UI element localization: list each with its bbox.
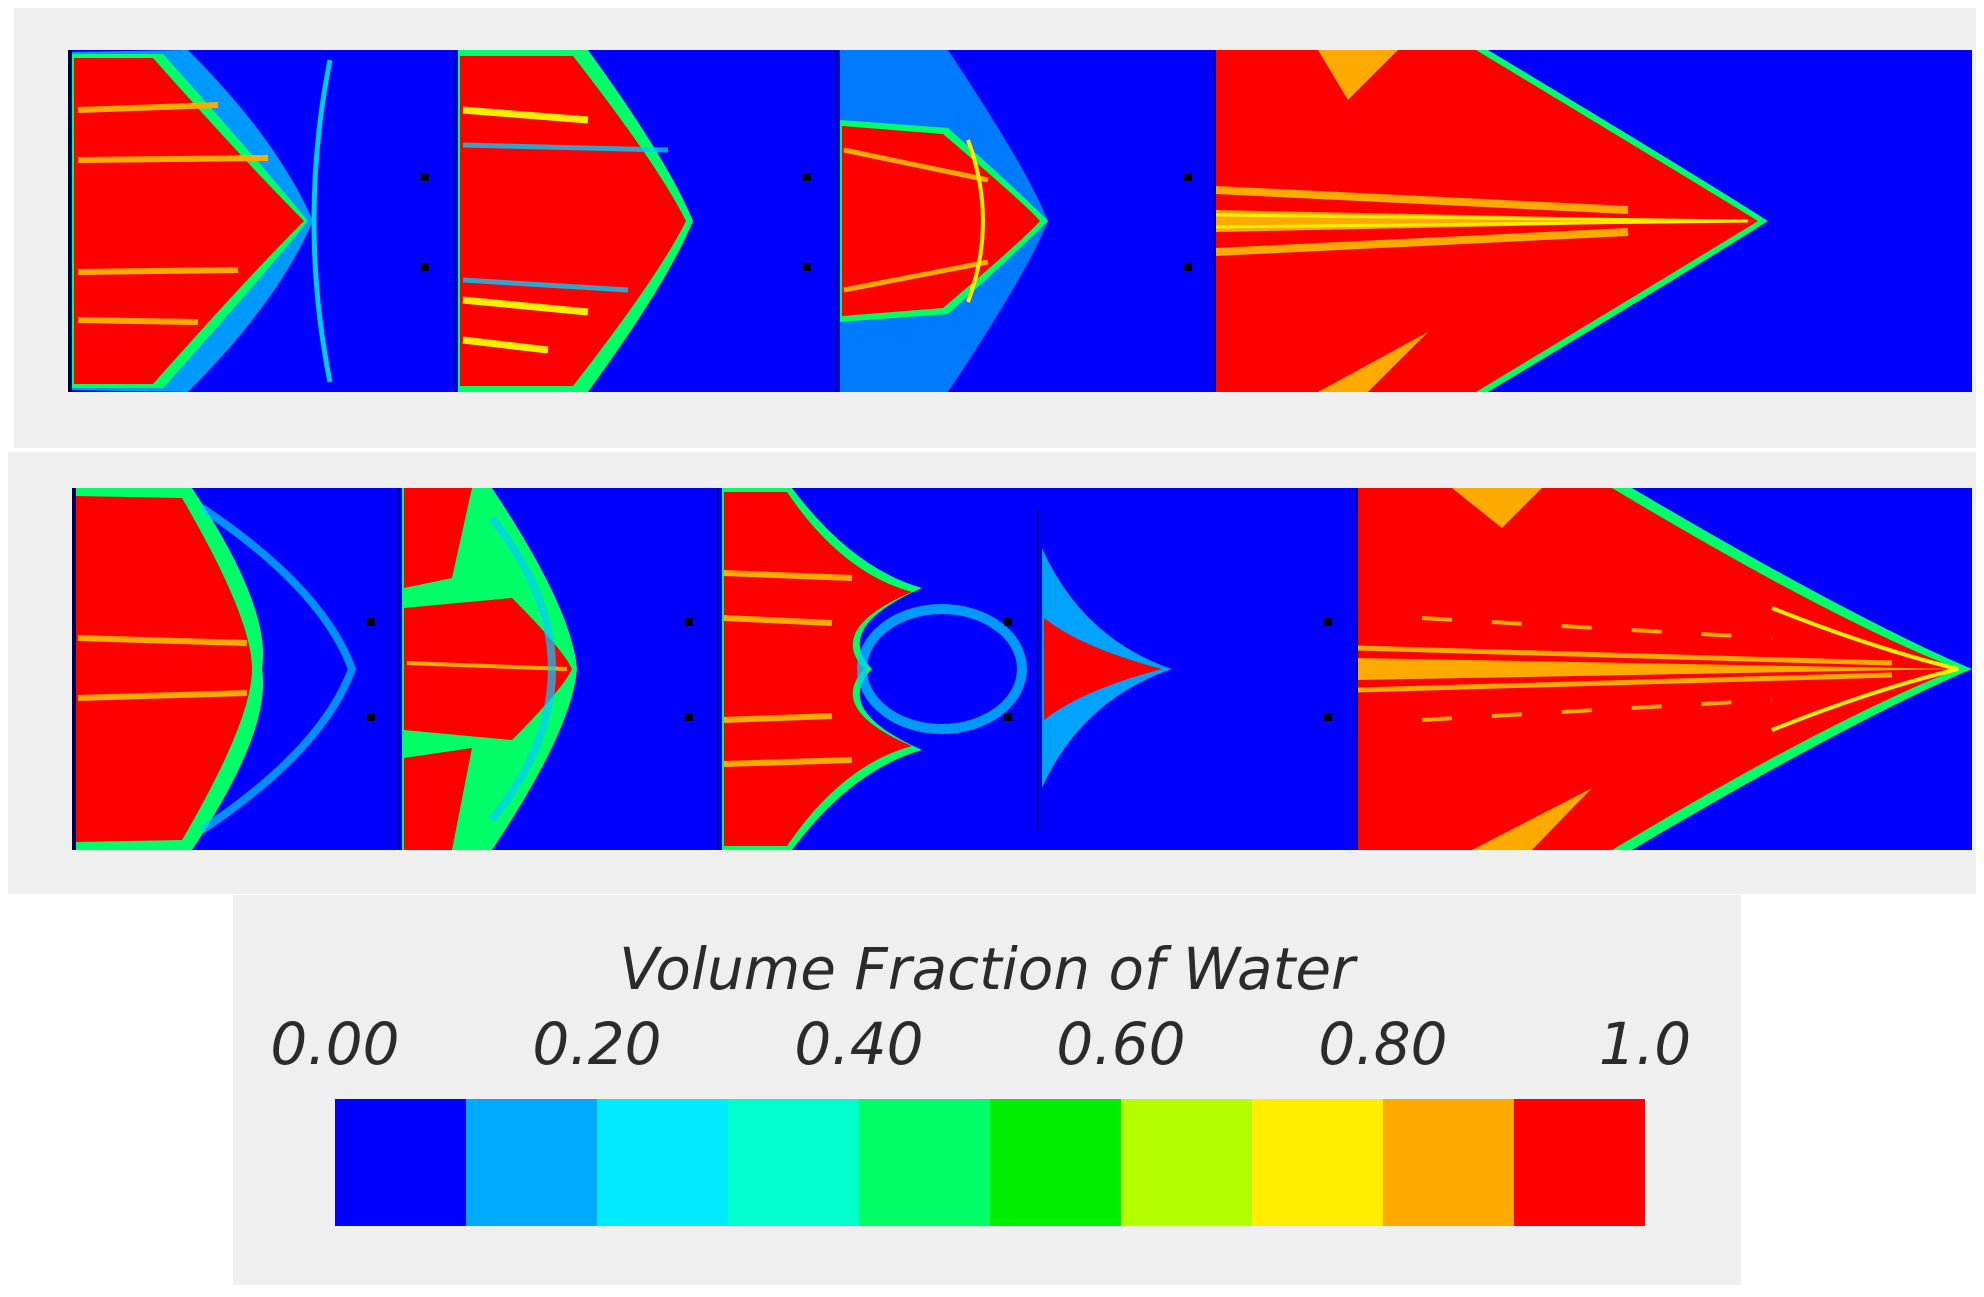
legend-swatch-5 <box>990 1099 1121 1226</box>
bottom-panel-3 <box>722 488 1172 850</box>
top-probe-markers <box>421 173 1192 271</box>
bottom-contour-strip <box>72 488 1972 850</box>
top-panel-1 <box>70 50 333 392</box>
legend-swatch-1 <box>466 1099 597 1226</box>
legend-tick-3: 0.60 <box>1056 1010 1186 1078</box>
legend-swatch-2 <box>597 1099 728 1226</box>
legend-swatch-6 <box>1121 1099 1252 1226</box>
legend-tick-4: 0.80 <box>1318 1010 1448 1078</box>
legend-swatch-7 <box>1252 1099 1383 1226</box>
bottom-panel-1 <box>74 488 357 850</box>
legend-swatch-3 <box>728 1099 859 1226</box>
top-contour-strip <box>68 50 1972 392</box>
bottom-panel-2 <box>402 488 577 850</box>
legend-color-bar <box>335 1099 1645 1226</box>
legend: Volume Fraction of Water 0.00 0.20 0.40 … <box>233 895 1741 1285</box>
bottom-probe-markers <box>367 618 1332 721</box>
legend-swatch-0 <box>335 1099 466 1226</box>
legend-swatch-8 <box>1383 1099 1514 1226</box>
top-panel-4 <box>1215 50 1768 392</box>
legend-tick-2: 0.40 <box>794 1010 924 1078</box>
top-panel-2 <box>458 50 693 392</box>
legend-tick-0: 0.00 <box>270 1010 400 1078</box>
legend-tick-5: 1.0 <box>1598 1010 1692 1078</box>
legend-swatch-9 <box>1514 1099 1645 1226</box>
legend-tick-1: 0.20 <box>532 1010 662 1078</box>
top-panel-3 <box>840 50 1048 392</box>
legend-title: Volume Fraction of Water <box>619 935 1355 1003</box>
legend-swatch-4 <box>859 1099 990 1226</box>
bottom-panel-4 <box>1357 488 1972 850</box>
